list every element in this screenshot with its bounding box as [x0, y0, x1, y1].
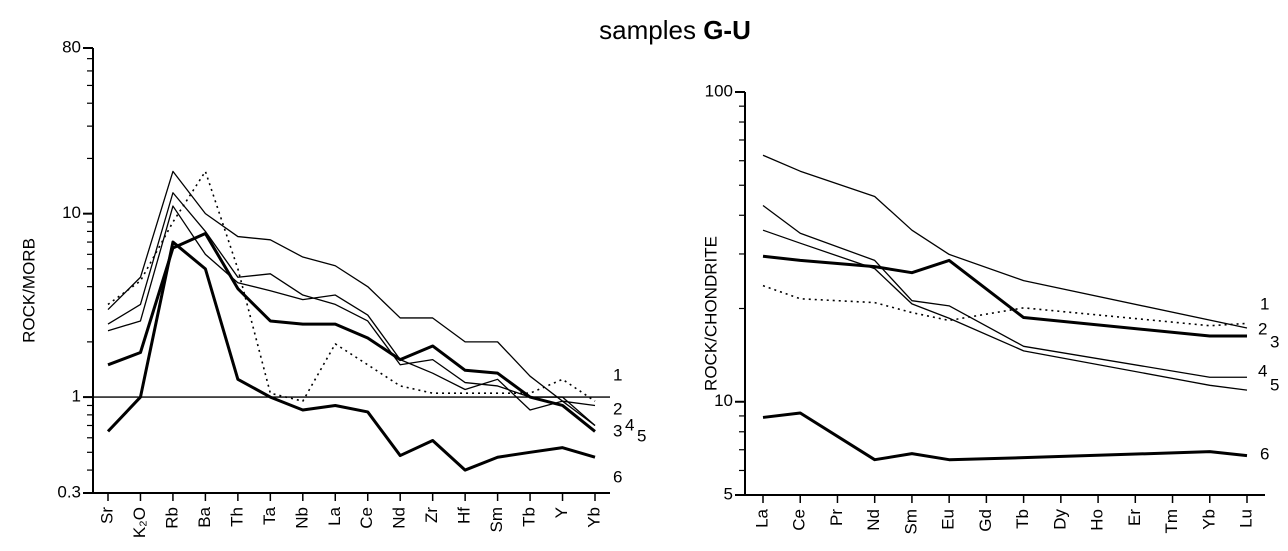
- x-tick-label: Tb: [1013, 509, 1032, 529]
- x-tick-label: La: [752, 508, 771, 527]
- series-label: 4: [625, 415, 634, 434]
- y-tick-label: 10: [62, 203, 81, 222]
- x-tick-label: Nd: [390, 507, 409, 529]
- x-tick-label: Rb: [162, 507, 181, 529]
- series-label: 3: [1270, 332, 1279, 351]
- x-tick-label: Lu: [1236, 509, 1255, 528]
- y-axis-label: ROCK/MORB: [19, 238, 38, 343]
- x-tick-label: Zr: [422, 507, 441, 523]
- x-tick-label: Ba: [195, 506, 214, 527]
- series-line: [107, 170, 596, 402]
- x-tick-label: Gd: [976, 509, 995, 532]
- x-tick-label: Er: [1125, 509, 1144, 526]
- series-label: 3: [613, 421, 622, 440]
- series-label: 6: [613, 467, 622, 486]
- series-line: [762, 411, 1248, 462]
- series-line: [762, 254, 1247, 338]
- x-tick-label: Pr: [827, 509, 846, 526]
- series-label: 4: [1258, 361, 1267, 380]
- series-line: [107, 231, 596, 433]
- x-tick-label: Nb: [292, 507, 311, 529]
- y-tick-label: 100: [705, 81, 733, 100]
- series-label: 1: [1260, 294, 1269, 313]
- series-label: 6: [1260, 444, 1269, 463]
- y-tick-label: 80: [62, 37, 81, 56]
- series-label: 5: [1270, 375, 1279, 394]
- x-tick-label: Yb: [1199, 509, 1218, 530]
- series-label: 2: [1258, 319, 1267, 338]
- x-tick-label: Yb: [584, 507, 603, 528]
- x-tick-label: Sm: [487, 507, 506, 533]
- x-tick-label: Ce: [790, 509, 809, 531]
- x-tick-label: La: [325, 506, 344, 525]
- figure-title: samples G-U: [599, 15, 751, 45]
- x-tick-label: Hf: [455, 507, 474, 524]
- x-tick-label: Dy: [1050, 509, 1069, 530]
- series-label: 5: [637, 426, 646, 445]
- series-line: [107, 205, 596, 427]
- y-axis-label: ROCK/CHONDRITE: [701, 236, 720, 391]
- x-tick-label: Tm: [1162, 509, 1181, 534]
- x-tick-label: K₂O: [130, 507, 149, 538]
- x-tick-label: Ho: [1088, 509, 1107, 531]
- series-line: [762, 205, 1247, 378]
- y-tick-label: 0.3: [57, 482, 81, 501]
- x-tick-label: Tb: [520, 507, 539, 527]
- series-line: [762, 154, 1248, 329]
- title-text: samples: [599, 15, 696, 45]
- series-line: [107, 192, 596, 426]
- series-line: [107, 170, 596, 407]
- x-tick-label: Y: [552, 507, 571, 518]
- x-tick-label: Nd: [864, 509, 883, 531]
- series-line: [106, 240, 596, 472]
- x-tick-label: Sm: [901, 509, 920, 535]
- x-tick-label: Sr: [97, 507, 116, 524]
- x-tick-label: Ta: [260, 506, 279, 525]
- x-tick-label: Eu: [939, 509, 958, 530]
- y-tick-label: 10: [714, 391, 733, 410]
- series-line: [762, 284, 1248, 327]
- series-label: 1: [613, 365, 622, 384]
- y-tick-label: 5: [724, 484, 733, 503]
- y-tick-label: 1: [72, 387, 81, 406]
- x-tick-label: Ce: [357, 507, 376, 529]
- x-tick-label: Th: [227, 507, 246, 527]
- series-line: [762, 229, 1248, 391]
- title-bold: G-U: [703, 15, 751, 45]
- series-label: 2: [613, 399, 622, 418]
